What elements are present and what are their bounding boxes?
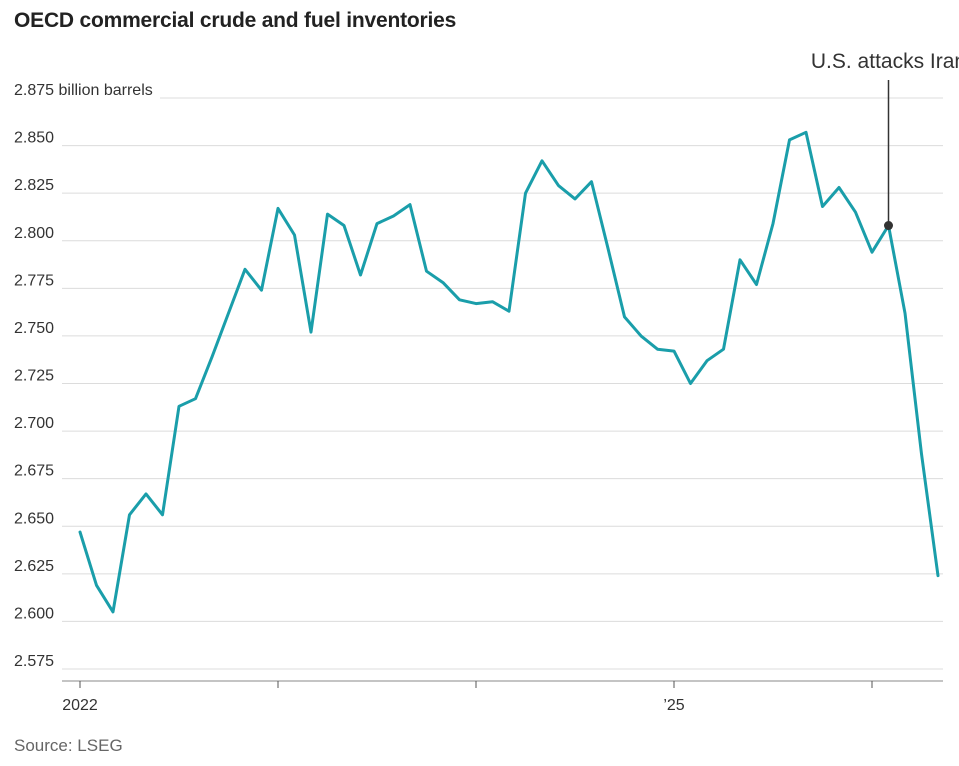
annotation-label: U.S. attacks Iran bbox=[811, 50, 959, 73]
x-axis: 2022 ’25 bbox=[62, 680, 943, 714]
gridlines bbox=[62, 97, 943, 670]
y-axis-ticks: 2.575 2.600 2.625 2.650 2.675 2.700 2.725 2.750… bbox=[14, 82, 153, 670]
x-tick-label: ’25 bbox=[663, 697, 684, 714]
y-tick-label: 2.750 bbox=[14, 320, 54, 337]
y-tick-label: 2.625 bbox=[14, 558, 54, 575]
y-tick-label: 2.775 bbox=[14, 272, 54, 289]
y-tick-label: 2.650 bbox=[14, 510, 54, 527]
y-tick-label: 2.725 bbox=[14, 368, 54, 385]
y-tick-label: 2.600 bbox=[14, 605, 54, 622]
series-layer bbox=[78, 130, 940, 614]
annotation-dot bbox=[884, 221, 893, 231]
y-tick-label: 2.825 bbox=[14, 177, 54, 194]
source-note: Source: LSEG bbox=[14, 736, 123, 755]
y-tick-label: 2.850 bbox=[14, 130, 54, 147]
y-tick-label: 2.700 bbox=[14, 415, 54, 432]
y-tick-label: 2.800 bbox=[14, 225, 54, 242]
annotation: U.S. attacks Iran bbox=[811, 50, 959, 226]
x-tick-label: 2022 bbox=[62, 697, 98, 714]
y-tick-label: 2.875 billion barrels bbox=[14, 82, 153, 99]
chart-title: OECD commercial crude and fuel inventori… bbox=[14, 9, 457, 32]
y-tick-label: 2.575 bbox=[14, 653, 54, 670]
y-tick-label: 2.675 bbox=[14, 463, 54, 480]
series-line bbox=[78, 130, 940, 614]
